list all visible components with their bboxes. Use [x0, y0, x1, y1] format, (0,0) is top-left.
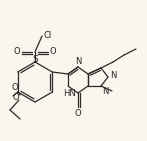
Text: N: N [102, 87, 108, 96]
Text: HN: HN [63, 89, 76, 97]
Text: S: S [32, 55, 38, 64]
Text: N: N [110, 71, 116, 81]
Text: O: O [50, 48, 57, 57]
Text: N: N [75, 57, 81, 66]
Text: O: O [13, 93, 19, 103]
Text: O: O [12, 83, 18, 92]
Text: O: O [13, 48, 20, 57]
Text: Cl: Cl [44, 30, 52, 39]
Text: O: O [75, 109, 81, 117]
